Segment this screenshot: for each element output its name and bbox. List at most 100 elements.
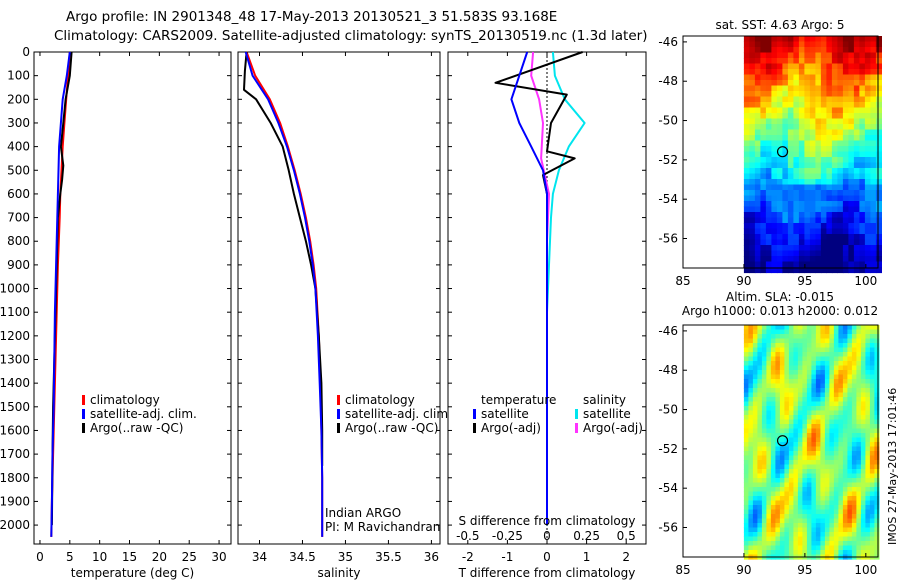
sla_map-cell (779, 388, 785, 394)
sst_map-cell (859, 129, 866, 136)
sst_map-cell (804, 245, 811, 252)
sla_map-cell (802, 410, 808, 416)
sst_map-cell (842, 52, 849, 59)
sla_map-cell (824, 523, 830, 529)
sla_map-xtick-label: 100 (854, 563, 877, 577)
sst_map-cell (859, 146, 866, 153)
sla_map-cell (847, 392, 853, 398)
sla_map-cell (811, 428, 817, 434)
sst_map-cell (875, 80, 882, 87)
sla_map-cell (779, 469, 785, 475)
sst_map-cell (765, 58, 772, 65)
sla_map-cell (752, 392, 758, 398)
sla_map-cell (865, 410, 871, 416)
sla_map-cell (770, 460, 776, 466)
sst_map-cell (853, 184, 860, 191)
sst_map-cell (853, 201, 860, 208)
sla_map-cell (770, 352, 776, 358)
sst_map-cell (875, 52, 882, 59)
sst_map-cell (765, 146, 772, 153)
sla_map-cell (869, 410, 875, 416)
sla_map-cell (775, 509, 781, 515)
sst_map-cell (826, 129, 833, 136)
sla_map-cell (829, 392, 835, 398)
sla_map-cell (748, 473, 754, 479)
sla_map-cell (838, 541, 844, 547)
sla_map-cell (784, 541, 790, 547)
sst_map-cell (875, 245, 882, 252)
temperature-ytick-label: 1900 (0, 494, 30, 508)
sla_map-cell (797, 473, 803, 479)
sst_map-cell (875, 91, 882, 98)
sla_map-cell (865, 338, 871, 344)
sla_map-cell (775, 419, 781, 425)
sst_map-cell (782, 179, 789, 186)
sla_map-cell (797, 334, 803, 340)
sst_map-cell (820, 135, 827, 142)
sla_map-cell (847, 433, 853, 439)
sla_map-cell (829, 347, 835, 353)
sla_map-cell (797, 532, 803, 538)
sla_map-cell (851, 527, 857, 533)
sla_map-cell (757, 500, 763, 506)
sst_map-cell (787, 36, 794, 43)
sst_map-cell (782, 107, 789, 114)
sla_map-cell (820, 487, 826, 493)
sst_map-cell (765, 179, 772, 186)
sla_map-cell (761, 478, 767, 484)
sst_map-cell (809, 223, 816, 230)
sla_map-cell (820, 455, 826, 461)
sla_map-cell (820, 361, 826, 367)
sla_map-cell (761, 518, 767, 524)
sla_map-cell (829, 379, 835, 385)
sst_map-cell (793, 91, 800, 98)
sst_map-cell (798, 58, 805, 65)
sst_map-cell (831, 239, 838, 246)
sst_map-cell (809, 157, 816, 164)
sla_map-cell (806, 545, 812, 551)
sst_map-cell (793, 102, 800, 109)
sla_map-cell (829, 356, 835, 362)
sla_map-cell (788, 365, 794, 371)
sla_map-cell (784, 460, 790, 466)
sst_map-cell (809, 135, 816, 142)
sla_map-cell (752, 496, 758, 502)
sst_map-cell (782, 261, 789, 268)
sst_map-cell (842, 124, 849, 131)
sla_map-cell (851, 532, 857, 538)
sst_map-cell (793, 223, 800, 230)
sst_map-cell (743, 179, 750, 186)
sst_map-cell (870, 250, 877, 257)
sla_map-cell (811, 460, 817, 466)
sla_map-cell (775, 424, 781, 430)
sla_map-cell (802, 532, 808, 538)
sla_map-cell (824, 446, 830, 452)
sst_map-cell (842, 201, 849, 208)
sla_map-cell (748, 532, 754, 538)
temperature-ytick-label: 1800 (0, 471, 30, 485)
sst_map-cell (864, 146, 871, 153)
sst_map-cell (787, 179, 794, 186)
sla_map-cell (865, 433, 871, 439)
sla_map-cell (797, 464, 803, 470)
sla_map-cell (874, 352, 880, 358)
sla_map-cell (847, 532, 853, 538)
sla_map-cell (838, 347, 844, 353)
sla_map-cell (779, 550, 785, 556)
sla_map-cell (860, 541, 866, 547)
sst_map-cell (804, 206, 811, 213)
sla_map-cell (824, 392, 830, 398)
sst_map-cell (864, 267, 871, 274)
sla_map-cell (757, 325, 763, 331)
sst_map-cell (820, 179, 827, 186)
sla_map-cell (793, 541, 799, 547)
sla_map-cell (869, 325, 875, 331)
sla_map-cell (829, 455, 835, 461)
sla_map-cell (820, 401, 826, 407)
sst_map-cell (771, 124, 778, 131)
sla_map-cell (757, 374, 763, 380)
sst_map-cell (776, 250, 783, 257)
sla_map-cell (784, 523, 790, 529)
sla_map-cell (770, 397, 776, 403)
sla_map-cell (797, 437, 803, 443)
